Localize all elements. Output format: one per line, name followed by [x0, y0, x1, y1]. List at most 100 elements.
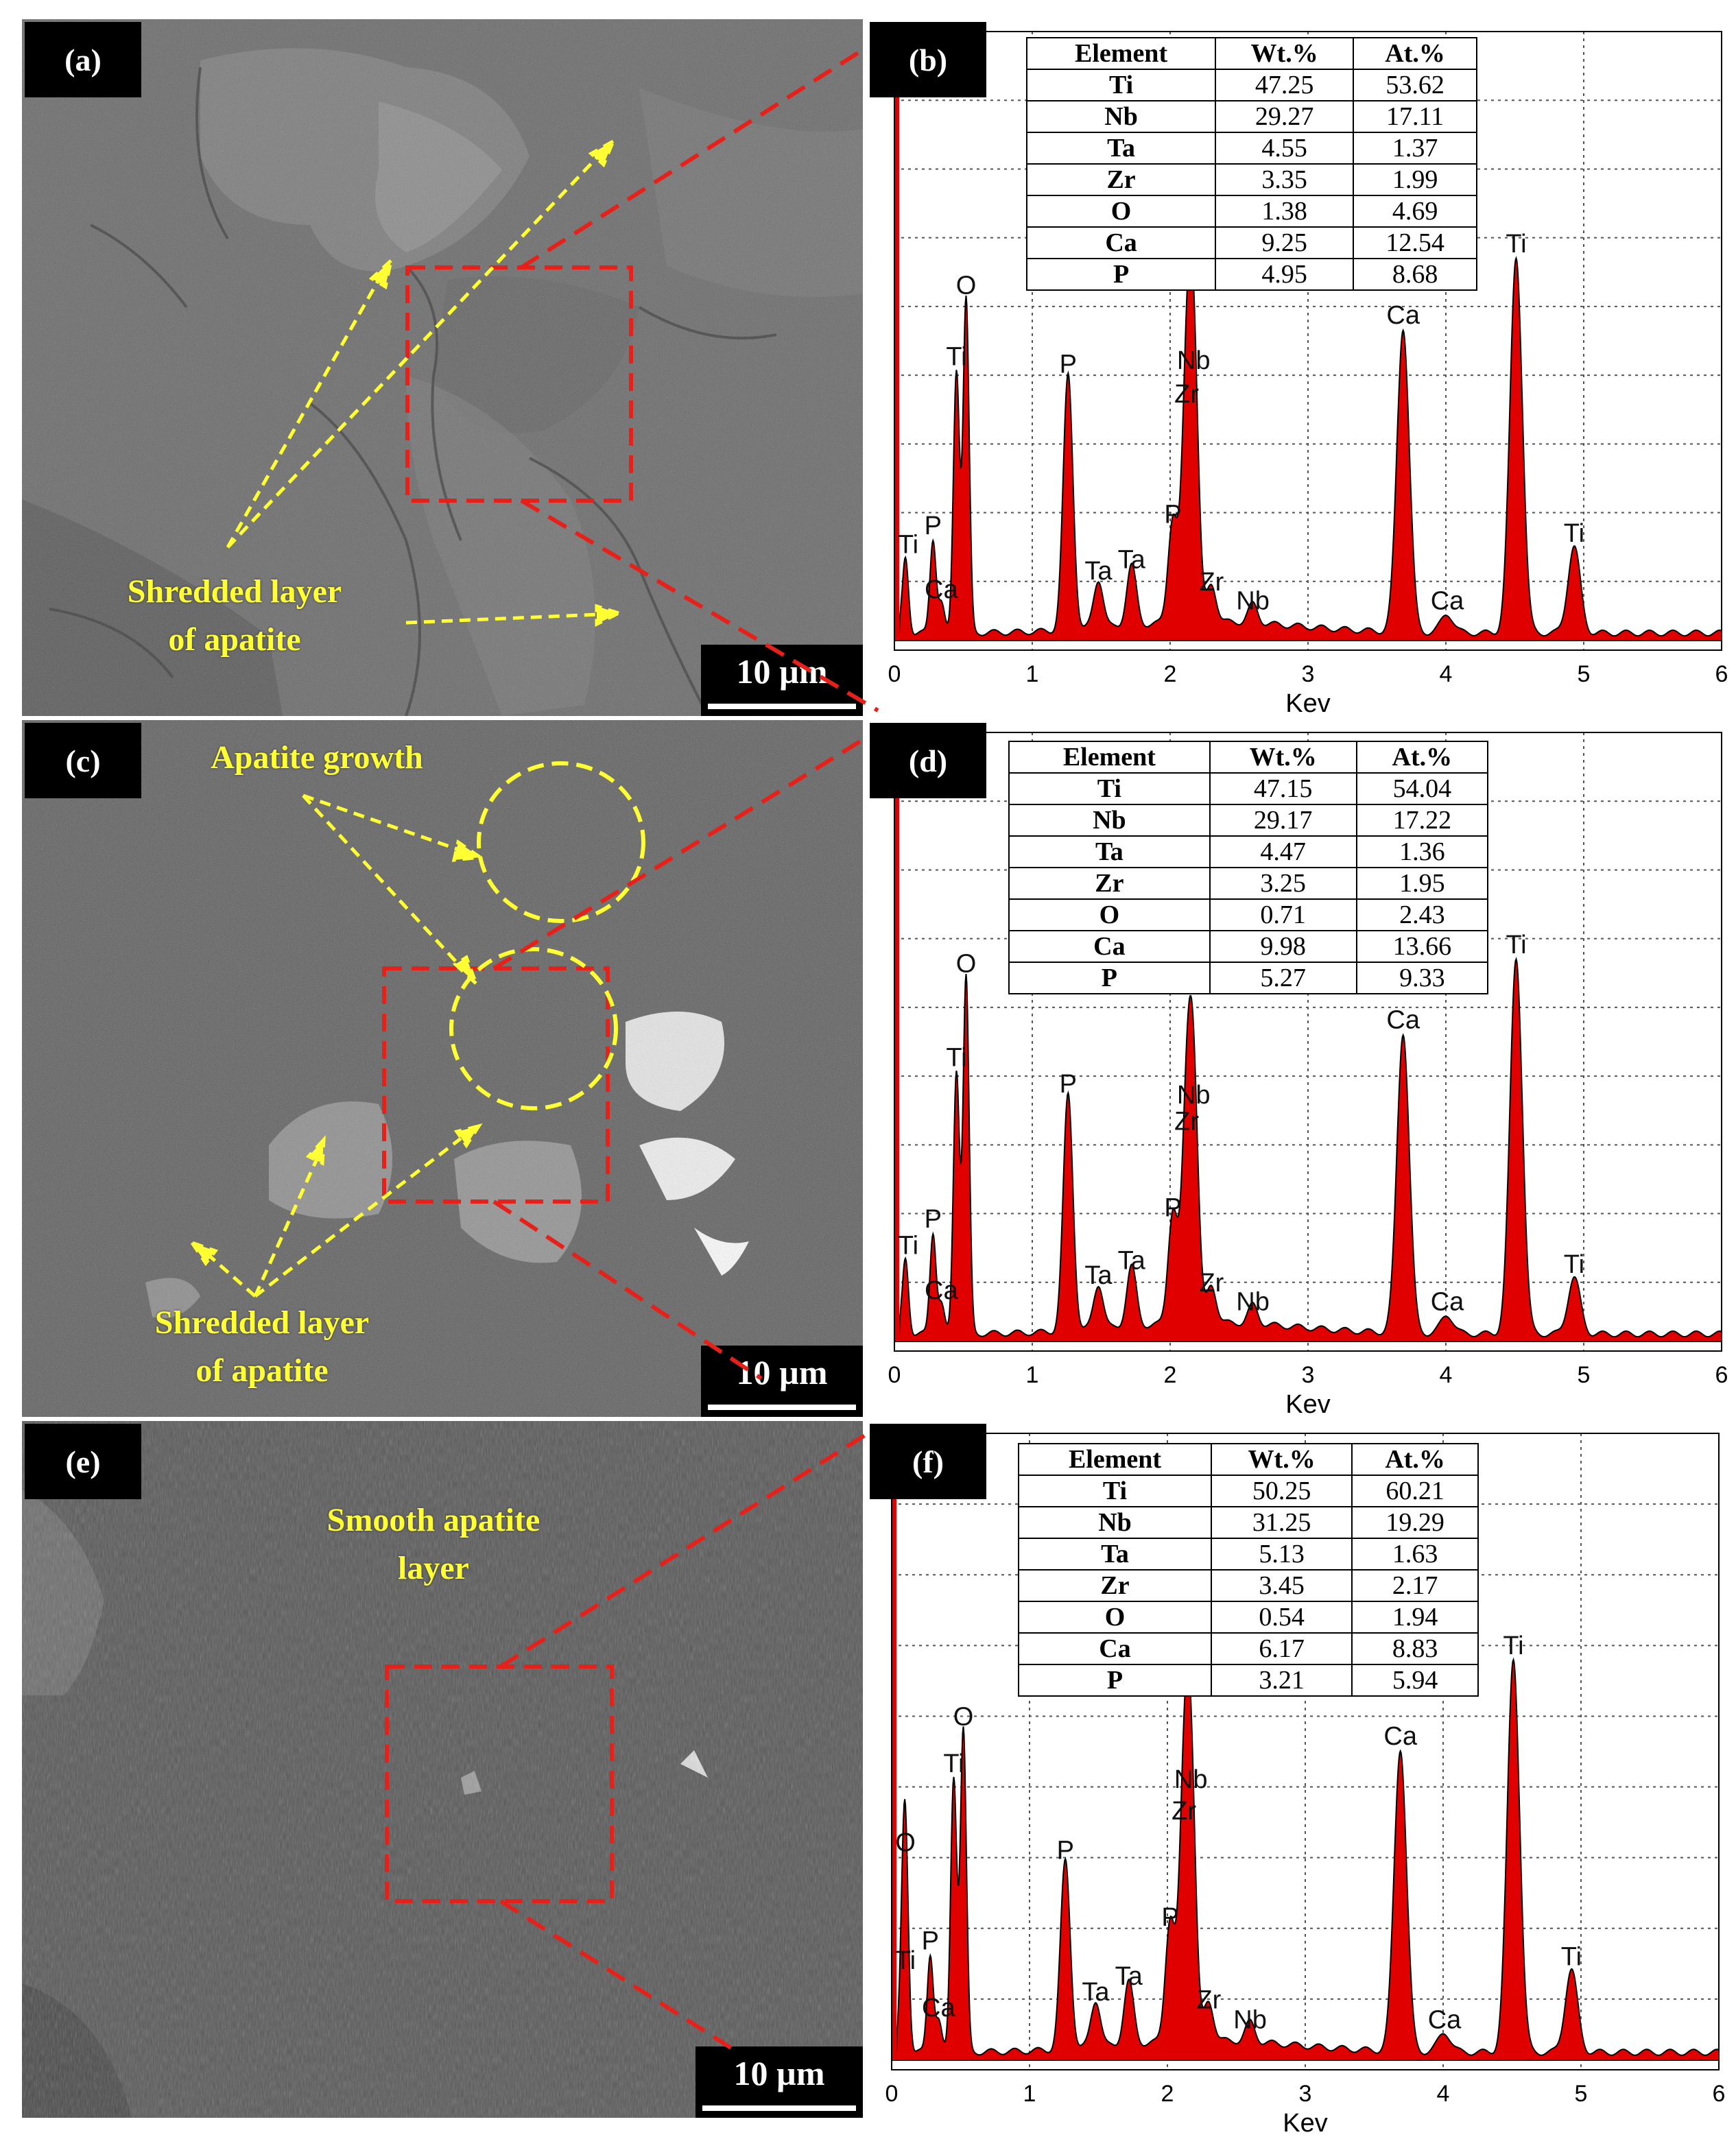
peak-label: Ta: [1084, 557, 1113, 586]
peak-label: Ti: [1506, 931, 1526, 959]
scale-bar-label: 10 µm: [733, 2054, 825, 2092]
cell-at: 1.95: [1355, 867, 1489, 900]
x-tick-label: 1: [1026, 1362, 1039, 1388]
cell-wt: 9.98: [1209, 930, 1357, 963]
scale-bar-label: 10 µm: [736, 1353, 828, 1392]
peak-label: Zr: [1199, 568, 1224, 597]
peak-label: Zr: [1199, 1269, 1224, 1298]
cell-wt: 1.38: [1215, 195, 1355, 228]
cell-element: O: [1008, 898, 1211, 931]
cell-element: Ti: [1008, 772, 1211, 805]
peak-label: Nb: [1177, 1081, 1211, 1110]
peak-label: Nb: [1174, 1765, 1208, 1794]
annotation-smooth-apatite: Smooth apatite layer: [269, 1496, 598, 1592]
scale-bar-line: [708, 704, 856, 709]
x-tick-label: 2: [1164, 1362, 1177, 1388]
peak-label: Ti: [1561, 1942, 1582, 1971]
peak-label: Ca: [1386, 1006, 1420, 1035]
cell-wt: 47.25: [1215, 69, 1355, 102]
x-tick-label: 6: [1715, 1362, 1728, 1388]
plot-frame: [894, 31, 1722, 651]
spectrum-area: [891, 1657, 1720, 2061]
cell-element: Ca: [1025, 226, 1217, 259]
cell-at: 13.66: [1355, 930, 1489, 963]
cell-at: 1.63: [1351, 1538, 1479, 1571]
peak-label: O: [895, 1828, 916, 1857]
cell-element: Nb: [1008, 804, 1211, 837]
peak-label: Ti: [946, 342, 966, 371]
table-header-row: Element Wt.% At.%: [1025, 37, 1477, 70]
peak-label: O: [953, 1702, 974, 1731]
peak-label: P: [1057, 1836, 1074, 1865]
cell-at: 17.22: [1355, 804, 1489, 837]
cell-element: Ca: [1008, 930, 1211, 963]
x-tick-label: 2: [1161, 2081, 1174, 2107]
scale-bar-e: 10 µm: [695, 2046, 863, 2118]
x-tick-label: 6: [1715, 661, 1728, 687]
peak-label: P: [925, 1205, 942, 1234]
peak-label: Ta: [1084, 1261, 1113, 1290]
peak-label: Ta: [1115, 1962, 1143, 1991]
cell-element: Ti: [1025, 69, 1217, 102]
table-row: Zr 3.35 1.99: [1025, 163, 1477, 196]
composition-table-f: Element Wt.% At.% Ti 50.25 60.21 Nb 31.25 19.29 T…: [1018, 1443, 1479, 1697]
cell-at: 2.17: [1351, 1569, 1479, 1602]
composition-table-b: Element Wt.% At.% Ti 47.25 53.62 Nb 29.27 17.11 T…: [1025, 37, 1477, 291]
peak-label: Ca: [1383, 1722, 1417, 1751]
cell-at: 1.37: [1353, 132, 1477, 165]
table-row: O 0.54 1.94: [1018, 1601, 1479, 1634]
peak-label: Ti: [895, 1946, 916, 1975]
peak-label: Ca: [1386, 301, 1420, 330]
table-row: Ta 4.55 1.37: [1025, 132, 1477, 165]
peak-label: P: [1164, 501, 1181, 529]
growth-circle-upper: [477, 761, 645, 923]
peak-label: Ti: [898, 1231, 918, 1260]
x-axis-label: Kev: [1285, 689, 1330, 716]
sem-image-e: (e) Smooth apatite layer 10 µm: [22, 1421, 863, 2118]
cell-wt: 50.25: [1210, 1475, 1353, 1507]
peak-label: Ta: [1118, 545, 1146, 574]
peak-label: Zr: [1172, 1797, 1196, 1826]
peak-label: Ti: [1503, 1632, 1523, 1660]
cell-wt: 0.71: [1209, 898, 1357, 931]
growth-circle-lower: [449, 947, 618, 1110]
cell-wt: 3.25: [1209, 867, 1357, 900]
x-axis-label: Kev: [1283, 2109, 1327, 2137]
panel-label-b: (b): [870, 22, 986, 97]
cell-wt: 0.54: [1210, 1601, 1353, 1634]
header-wt: Wt.%: [1215, 37, 1355, 70]
annotation-line-2: of apatite: [195, 1352, 329, 1389]
table-row: P 5.27 9.33: [1008, 962, 1489, 994]
peak-label: O: [956, 271, 977, 300]
cell-element: Ta: [1018, 1538, 1212, 1571]
composition-table-d: Element Wt.% At.% Ti 47.15 54.04 Nb 29.17 17.22 T…: [1008, 741, 1489, 994]
eds-panel-d: 0 1 2 3 4 5 6 Kev O Ti Ti P Ca P Ta Ta P Nb Zr Zr Nb Ca Ca Ti Ti…: [867, 720, 1736, 1417]
peak-label: Ti: [898, 530, 918, 559]
peak-label: Ca: [1428, 2005, 1462, 2034]
cell-at: 12.54: [1353, 226, 1477, 259]
table-row: Ta 5.13 1.63: [1018, 1538, 1479, 1571]
peak-label: Ti: [1506, 230, 1526, 259]
sem-image-a: (a) Shredded layer of apatite 10 µm: [22, 19, 863, 716]
cell-element: Zr: [1008, 867, 1211, 900]
cell-at: 17.11: [1353, 100, 1477, 133]
eds-spectrum-f: 0 1 2 3 4 5 6KevOTiOTiPCaPTaTaPNbZrZrNbCaCaTiT…: [885, 1433, 1725, 2137]
spectrum-area: [894, 246, 1722, 641]
cell-at: 53.62: [1353, 69, 1477, 102]
cell-element: P: [1025, 258, 1217, 291]
header-wt: Wt.%: [1210, 1443, 1353, 1476]
eds-panel-b: 0 1 2 3 4 5 6 Kev O Ti Ti P Ca P Ta Ta P Nb Zr Zr Nb Ca Ca Ti Ti…: [867, 19, 1736, 716]
cell-at: 19.29: [1351, 1506, 1479, 1539]
peak-label: Ca: [925, 1276, 958, 1305]
x-tick-label: 5: [1578, 661, 1591, 687]
header-at: At.%: [1353, 37, 1477, 70]
table-row: Ca 6.17 8.83: [1018, 1632, 1479, 1665]
table-row: Ti 47.25 53.62: [1025, 69, 1477, 102]
cell-at: 1.99: [1353, 163, 1477, 196]
annotation-arrows-a: [226, 137, 623, 628]
peak-label: Ca: [1431, 587, 1464, 616]
x-tick-label: 3: [1302, 661, 1315, 687]
annotation-arrows-c: [187, 793, 485, 1298]
annotation-line-2: layer: [398, 1550, 469, 1586]
